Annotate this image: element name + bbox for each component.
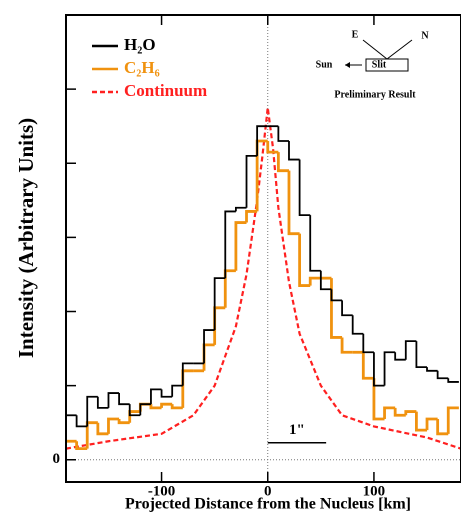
step-segment	[234, 221, 247, 271]
x-tick-label: 100	[363, 483, 386, 499]
compass: E N Sun Slit Preliminary Result	[316, 29, 430, 100]
step-segment	[330, 278, 343, 339]
step-segment	[404, 410, 417, 416]
step-segment	[340, 337, 353, 354]
step-segment	[436, 418, 449, 436]
step-segment	[319, 270, 332, 291]
step-segment	[117, 418, 130, 425]
step-segment	[404, 340, 417, 360]
step-segment	[426, 367, 438, 372]
step-segment	[223, 269, 236, 308]
step-segment	[446, 406, 459, 434]
step-segment	[309, 215, 321, 272]
arrow-head	[345, 62, 350, 68]
y-axis-label: Intensity (Arbitrary Units)	[14, 118, 38, 358]
legend-label: Continuum	[124, 81, 207, 100]
step-segment	[287, 170, 300, 236]
step-segment	[160, 389, 173, 398]
step-segment	[447, 378, 459, 383]
step-segment	[170, 404, 183, 410]
step-segment	[160, 402, 173, 408]
step-segment	[107, 417, 120, 434]
step-segment	[372, 378, 385, 421]
step-segment	[245, 210, 258, 223]
step-segment	[373, 352, 385, 387]
x-tick-label: 0	[264, 483, 272, 499]
step-segment	[181, 362, 194, 386]
step-segment	[150, 388, 162, 405]
continuum-line	[65, 107, 461, 450]
slit-label: Slit	[372, 59, 387, 70]
north-label: N	[421, 30, 429, 41]
step-segment	[245, 154, 258, 208]
step-segment	[361, 352, 374, 380]
step-segment	[341, 300, 353, 317]
step-segment	[425, 417, 438, 431]
step-segment	[86, 395, 98, 427]
step-segment	[298, 159, 311, 217]
step-segment	[394, 352, 406, 361]
step-segment	[415, 411, 428, 432]
step-segment	[330, 289, 343, 302]
step-segment	[128, 410, 141, 423]
step-segment	[383, 406, 396, 419]
step-segment	[266, 141, 279, 154]
east-arrow	[362, 39, 388, 60]
step-segment	[96, 422, 109, 436]
step-segment	[362, 333, 374, 354]
scale-bar-label: 1"	[289, 422, 305, 438]
step-segment	[393, 407, 406, 417]
step-segment	[288, 141, 300, 161]
step-segment	[213, 306, 226, 345]
step-segment	[298, 233, 311, 287]
sun-label: Sun	[316, 59, 333, 70]
step-segment	[118, 393, 130, 406]
step-segment	[308, 276, 321, 286]
x-axis-label: Projected Distance from the Nucleus [km]	[125, 496, 411, 513]
step-segment	[277, 126, 289, 142]
step-segment	[234, 206, 247, 212]
step-segment	[149, 404, 162, 410]
step-segment	[75, 441, 88, 451]
step-segment	[224, 210, 236, 279]
step-segment	[213, 277, 226, 331]
step-segment	[75, 415, 88, 428]
step-segment	[107, 392, 120, 408]
step-segment	[383, 351, 396, 386]
step-segment	[171, 384, 183, 397]
step-segment	[202, 343, 215, 371]
step-segment	[128, 404, 141, 417]
step-segment	[203, 329, 215, 364]
east-label: E	[352, 29, 359, 40]
step-segment	[351, 315, 364, 335]
y-tick-label: 0	[53, 451, 61, 467]
step-segment	[96, 396, 109, 409]
step-segment	[138, 402, 151, 412]
step-segment	[436, 370, 449, 380]
north-arrow	[386, 39, 413, 60]
legend-label: C₂H₆	[124, 58, 160, 77]
step-segment	[256, 125, 268, 156]
step-segment	[415, 341, 428, 369]
legend-label: H₂O	[124, 35, 156, 54]
x-tick-label: -100	[148, 483, 176, 499]
note: Preliminary Result	[334, 89, 416, 100]
step-segment	[276, 152, 289, 173]
step-segment	[139, 403, 151, 416]
plot-frame	[65, 14, 461, 483]
step-segment	[181, 369, 194, 408]
